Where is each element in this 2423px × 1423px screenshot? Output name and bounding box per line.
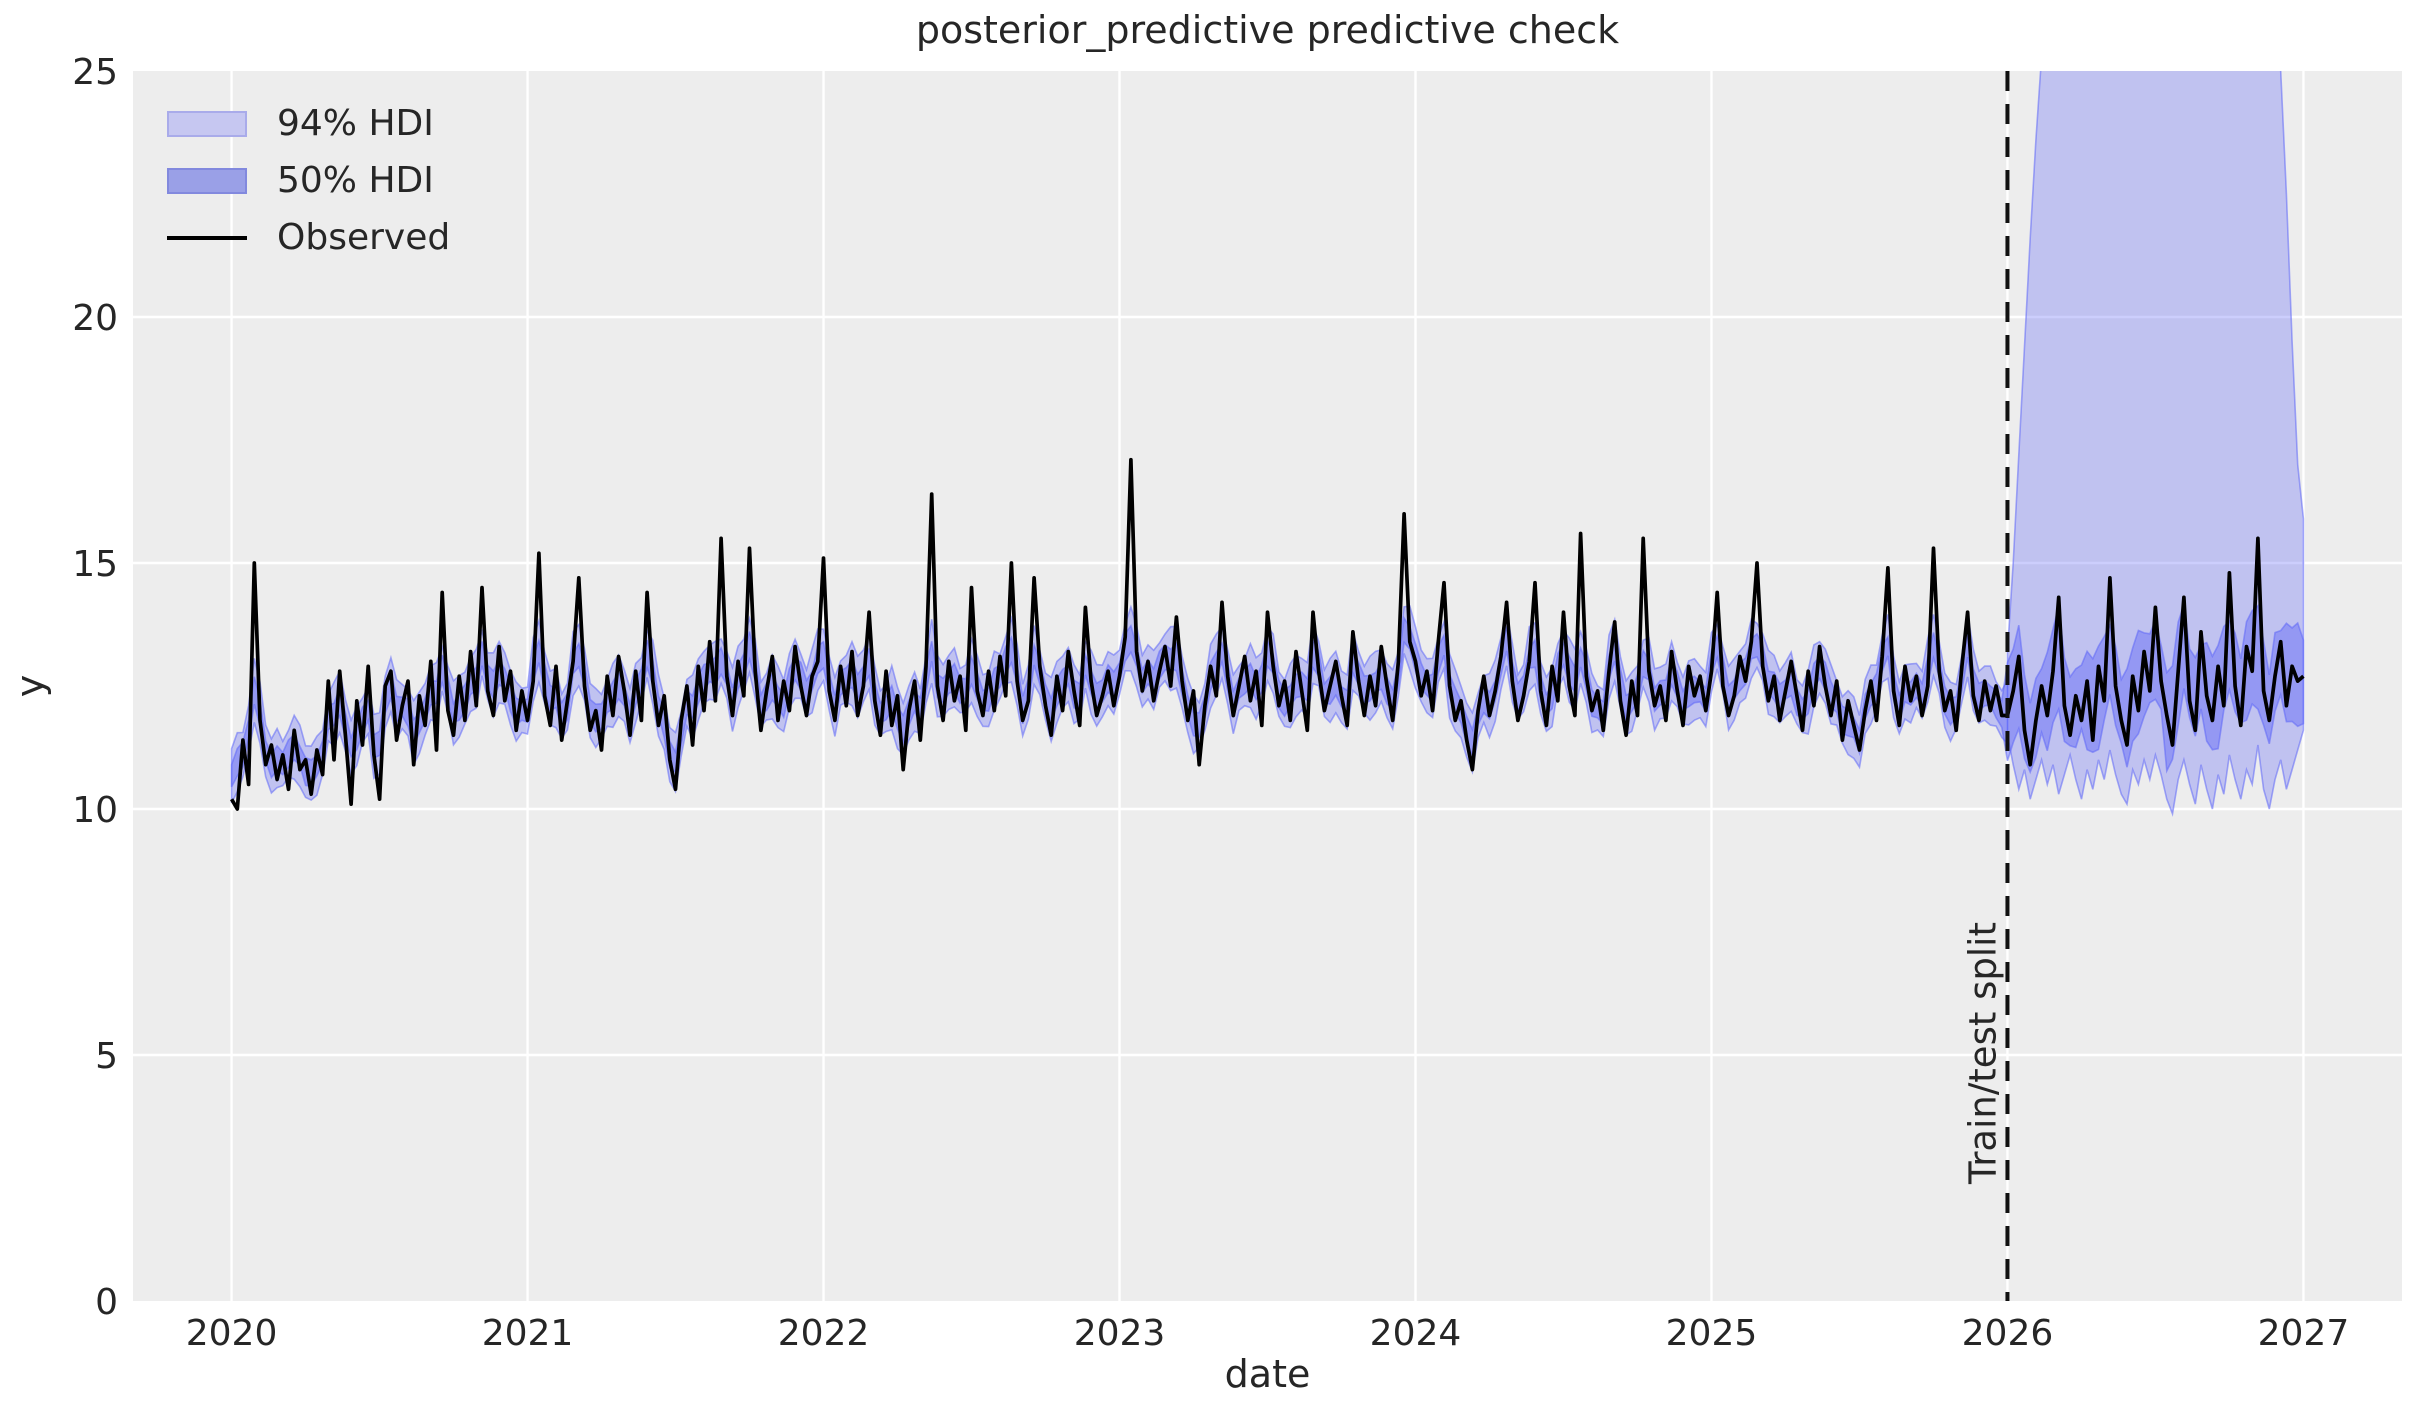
legend-item-observed: Observed	[167, 209, 450, 266]
y-axis-label: y	[8, 674, 52, 698]
legend-item-94-hdi: 94% HDI	[167, 95, 450, 152]
legend-label-94-hdi: 94% HDI	[277, 102, 434, 144]
x-tick-label: 2026	[1962, 1313, 2054, 1354]
x-tick-label: 2023	[1074, 1313, 1166, 1354]
hdi94-band-forecast	[2006, 71, 2305, 817]
y-tick-label: 0	[95, 1282, 118, 1323]
train-test-split-label: Train/test split	[1961, 922, 2005, 1184]
x-tick-label: 2027	[2258, 1313, 2350, 1354]
legend-item-50-hdi: 50% HDI	[167, 152, 450, 209]
x-axis-label: date	[1224, 1352, 1311, 1396]
x-tick-label: 2021	[482, 1313, 574, 1354]
x-tick-label: 2025	[1666, 1313, 1758, 1354]
y-tick-label: 10	[72, 790, 118, 831]
x-tick-label: 2024	[1370, 1313, 1462, 1354]
y-tick-label: 25	[72, 52, 118, 93]
x-tick-label: 2022	[778, 1313, 870, 1354]
legend-swatch-94-hdi-icon	[167, 110, 247, 137]
y-tick-label: 5	[95, 1036, 118, 1077]
x-tick-label: 2020	[186, 1313, 278, 1354]
y-tick-label: 15	[72, 544, 118, 585]
legend-label-50-hdi: 50% HDI	[277, 159, 434, 201]
legend-label-observed: Observed	[277, 216, 451, 258]
legend-swatch-50-hdi-icon	[167, 167, 247, 194]
legend-observed-line-icon	[167, 235, 247, 240]
observed-line	[230, 457, 2305, 811]
chart-title: posterior_predictive predictive check	[915, 8, 1620, 52]
legend: 94% HDI 50% HDI Observed	[167, 95, 450, 266]
y-tick-label: 20	[72, 298, 118, 339]
